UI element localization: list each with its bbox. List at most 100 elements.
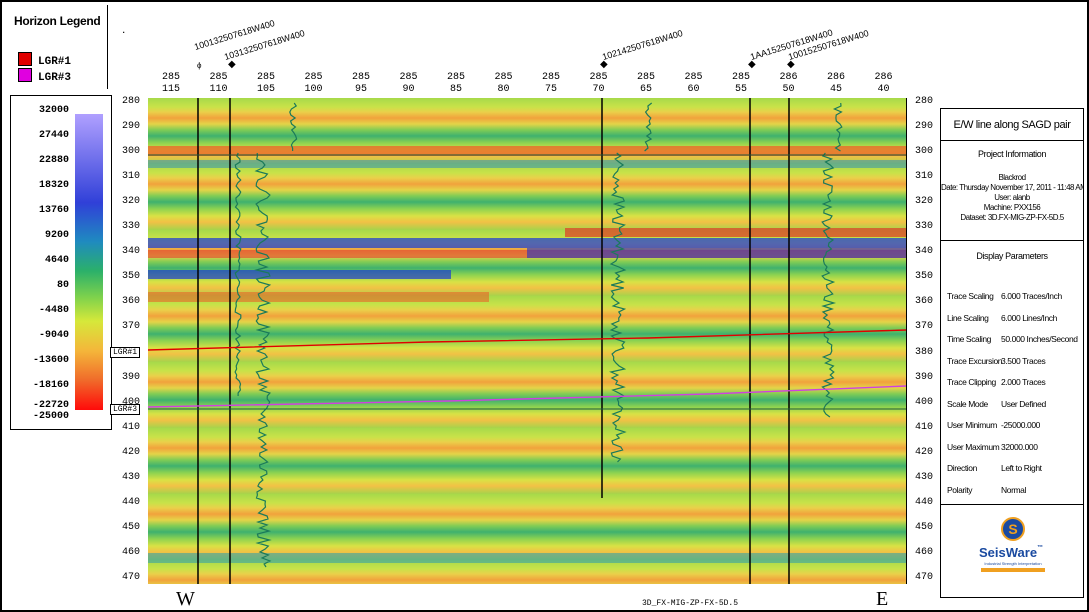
time-axis-label: 390 <box>121 371 140 383</box>
well-marker-open: ϕ <box>197 61 202 70</box>
top-axis-tick-label: 55 <box>734 84 747 95</box>
horizon-lgr1 <box>148 329 906 351</box>
display-parameters-box: Display Parameters Trace Scaling 6.000 Tr… <box>940 240 1084 516</box>
project-line: Blackrod <box>998 173 1026 182</box>
time-axis-label: 350 <box>121 271 140 283</box>
horizon-tag-lgr1: LGR#1 <box>110 347 141 358</box>
param-name: Trace Excursion <box>947 355 1003 366</box>
time-axis-label: 370 <box>121 321 140 333</box>
legend-item-label: LGR#1 <box>38 56 72 68</box>
time-axis-label: 290 <box>915 121 934 133</box>
time-axis-label: 440 <box>121 496 140 508</box>
time-axis-label: 470 <box>121 571 140 583</box>
project-line: Dataset: 3D.FX-MIG-ZP-FX-5D.5 <box>960 213 1064 222</box>
top-axis-tick-label: 75 <box>544 84 557 95</box>
time-axis-label: 370 <box>915 321 934 333</box>
time-axis-label: 470 <box>915 571 934 583</box>
time-axis-label: 410 <box>121 421 140 433</box>
top-axis-tick-label: 115 <box>161 84 180 95</box>
legend-item-lgr1: LGR#1 <box>18 52 71 68</box>
time-axis-label: 420 <box>121 446 140 458</box>
section-title: E/W line along SAGD pair <box>953 119 1071 131</box>
time-axis-label: 440 <box>915 496 934 508</box>
right-time-axis: 280 290 300 310 320 330 340 350 360 370 380 390 400 4… <box>906 96 941 584</box>
top-axis-tick-label: 90 <box>402 84 415 95</box>
param-value: 50.000 Inches/Second <box>1001 334 1078 344</box>
time-axis-label: 290 <box>121 121 140 133</box>
dataset-footer: 3D_FX-MIG-ZP-FX-5D.5 <box>642 599 739 608</box>
colorbar-label: 80 <box>56 280 69 291</box>
time-axis-label: 340 <box>915 246 934 258</box>
logo-underline <box>981 568 1045 572</box>
colorbar-label: 22880 <box>38 155 69 166</box>
top-axis-tick-label: 286 <box>779 72 798 83</box>
param-name: Scale Mode <box>947 398 988 409</box>
color-scale-panel: 32000 27440 22880 18320 13760 9200 4640 … <box>10 95 112 430</box>
colorbar-label: 4640 <box>44 255 69 266</box>
top-axis-tick-label: 286 <box>874 72 893 83</box>
amplitude-band <box>148 270 452 279</box>
colorbar-label: 18320 <box>38 180 69 191</box>
param-name: Polarity <box>947 484 973 495</box>
time-axis-label: 380 <box>915 346 934 358</box>
param-value: 6.000 Lines/Inch <box>1001 312 1057 323</box>
param-name: Trace Scaling <box>947 291 994 301</box>
top-axis-tick-label: 60 <box>687 84 700 95</box>
legend-dot: . <box>122 22 126 36</box>
top-axis-tick-label: 110 <box>209 84 228 95</box>
well-log-curve <box>821 152 837 418</box>
top-axis-tick-label: 45 <box>829 84 842 95</box>
section-overlay <box>148 98 906 584</box>
time-axis-label: 340 <box>121 246 140 258</box>
time-axis-label: 330 <box>915 221 934 233</box>
top-axis-tick-label: 285 <box>636 72 655 83</box>
colorbar-label: 9200 <box>44 230 69 241</box>
horizon-legend-panel <box>3 5 108 89</box>
amplitude-band <box>148 553 906 563</box>
param-name: Trace Clipping <box>947 377 996 387</box>
well-log-curve <box>832 102 843 152</box>
seismic-section[interactable] <box>148 98 906 584</box>
time-axis-label: 400 <box>121 396 140 408</box>
east-label: E <box>876 588 889 610</box>
well-marker: ◆ <box>600 59 608 70</box>
time-axis-label: 330 <box>121 221 140 233</box>
top-axis-tick-label: 285 <box>446 72 465 83</box>
lgr3-swatch <box>18 68 32 82</box>
logo-subtitle: Industrial Strength Interpretation <box>984 561 1042 566</box>
top-axis-tick-label: 285 <box>304 72 323 83</box>
param-name: Direction <box>947 463 977 473</box>
project-heading: Project Information <box>978 149 1046 159</box>
time-axis-label: 350 <box>915 271 934 283</box>
top-axis-tick-label: 85 <box>449 84 462 95</box>
well-log-curve <box>289 102 298 151</box>
param-value: Normal <box>1001 484 1026 495</box>
well-log-curve <box>609 152 627 463</box>
colorbar-label: -9040 <box>38 330 69 341</box>
project-line: Date: Thursday November 17, 2011 - 11:48… <box>941 183 1083 192</box>
time-axis-label: 310 <box>915 171 934 183</box>
logo-box: S SeisWare™ Industrial Strength Interpre… <box>940 504 1084 598</box>
time-axis-label: 460 <box>121 546 140 558</box>
title-box: E/W line along SAGD pair <box>940 108 1084 142</box>
colorbar-label: -22720 <box>32 400 69 411</box>
logo-tm: ™ <box>1037 545 1044 551</box>
param-name: Time Scaling <box>947 334 992 344</box>
time-axis-label: 320 <box>915 196 934 208</box>
logo-name: SeisWare <box>979 545 1038 560</box>
top-axis-tick-label: 285 <box>494 72 513 83</box>
info-panel: E/W line along SAGD pair Project Informa… <box>940 108 1084 600</box>
top-axis-tick-label: 285 <box>161 72 180 83</box>
top-axis-tick-label: 80 <box>497 84 510 95</box>
well-log-curve <box>234 152 242 396</box>
colorbar-label: -13600 <box>32 355 69 366</box>
time-axis-label: 450 <box>121 521 140 533</box>
project-line: Machine: PXX156 <box>983 203 1041 212</box>
well-marker: ◆ <box>228 59 236 70</box>
colorbar-label: -18160 <box>32 380 69 391</box>
time-axis-label: 400 <box>915 396 934 408</box>
param-value: 6.000 Traces/Inch <box>1001 291 1062 301</box>
param-value: 3.500 Traces <box>1001 355 1046 366</box>
colorbar-label: 27440 <box>38 130 69 141</box>
